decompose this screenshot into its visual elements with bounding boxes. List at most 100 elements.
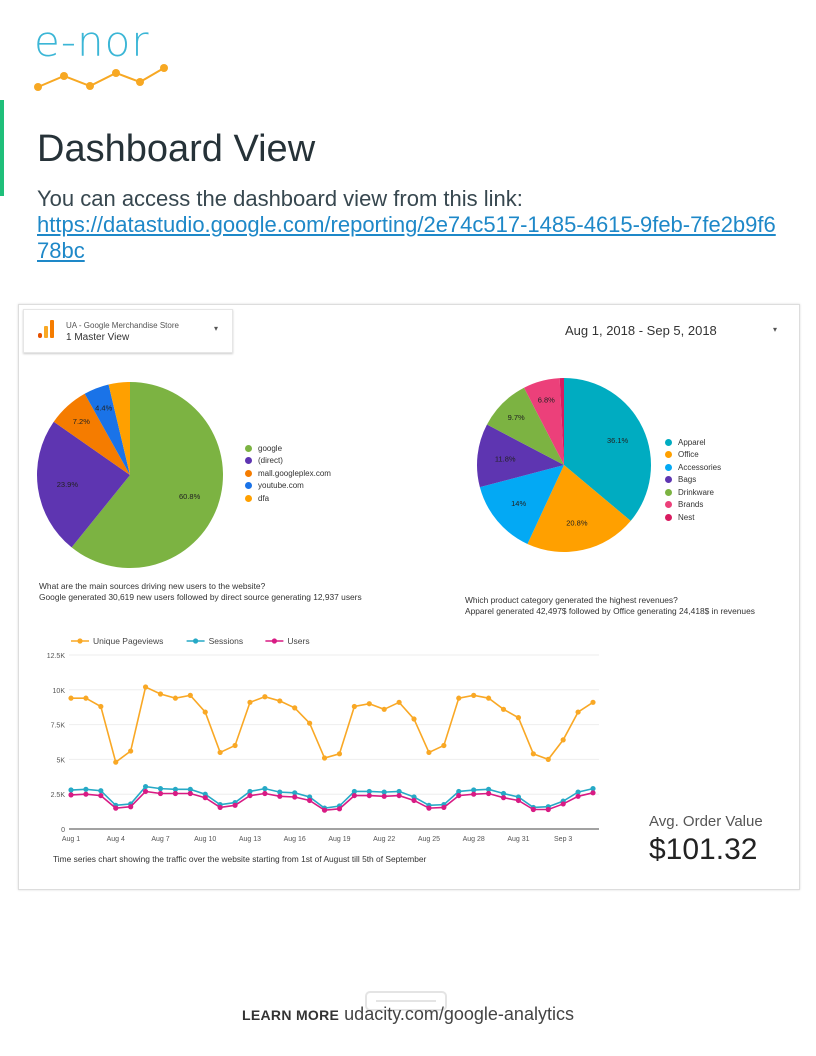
data-point <box>187 692 193 698</box>
data-point <box>68 792 74 798</box>
x-tick-label: Aug 10 <box>194 836 216 843</box>
legend-swatch <box>245 482 252 490</box>
learn-more-footer: LEARN MORE udacity.com/google-analytics <box>0 1004 816 1025</box>
legend-label: Users <box>287 636 309 646</box>
account-property: UA - Google Merchandise Store <box>66 321 179 330</box>
date-range-selector[interactable]: Aug 1, 2018 - Sep 5, 2018 <box>565 323 717 338</box>
x-tick-label: Aug 16 <box>284 836 306 843</box>
category-question: Which product category generated the hig… <box>465 595 678 605</box>
data-point <box>575 793 581 799</box>
intro-text: You can access the dashboard view from t… <box>37 186 787 264</box>
dashboard-screenshot: UA - Google Merchandise Store 1 Master V… <box>18 304 800 890</box>
category-slice-label: 14% <box>511 499 526 508</box>
data-point <box>500 706 507 712</box>
data-point <box>336 806 343 812</box>
data-point <box>113 759 119 765</box>
data-point <box>262 786 268 792</box>
legend-label: (direct) <box>258 456 283 466</box>
data-point <box>142 783 149 790</box>
data-point <box>68 695 74 701</box>
account-view: 1 Master View <box>66 332 130 343</box>
data-point <box>142 684 149 690</box>
watermark-logo <box>365 991 447 1011</box>
data-point <box>292 790 298 796</box>
data-point <box>560 737 566 743</box>
data-point <box>456 788 462 795</box>
legend-swatch <box>665 463 672 471</box>
legend-item: Accessories <box>665 461 721 474</box>
data-point <box>396 788 402 795</box>
legend-label: Bags <box>678 475 697 485</box>
data-point <box>202 795 208 801</box>
category-slice-label: 36.1% <box>607 436 629 445</box>
data-point <box>157 691 164 697</box>
data-point <box>590 790 596 796</box>
data-point <box>426 749 432 756</box>
data-point <box>500 795 507 801</box>
kpi-value: $101.32 <box>649 833 758 866</box>
x-tick-label: Aug 1 <box>62 836 80 843</box>
dashboard-charts: 60.8% 23.9% 7.2% 4.4% 36.1% 20.8% 14% 11.8% 9.7%… <box>36 378 652 843</box>
data-point <box>545 806 551 813</box>
data-point <box>441 804 447 811</box>
data-point <box>471 791 477 797</box>
data-point <box>515 715 522 721</box>
y-tick-label: 7.5K <box>51 723 66 730</box>
legend-label: Unique Pageviews <box>93 636 163 646</box>
account-selector[interactable]: UA - Google Merchandise Store 1 Master V… <box>23 309 233 353</box>
data-point <box>590 786 596 792</box>
category-slice-label: 11.8% <box>495 454 516 463</box>
dashboard-link[interactable]: https://datastudio.google.com/reporting/… <box>37 212 776 263</box>
learn-more-label: LEARN MORE <box>242 1007 340 1023</box>
data-point <box>530 751 536 757</box>
data-point <box>292 794 298 800</box>
data-point <box>351 788 357 795</box>
legend-label: mall.googleplex.com <box>258 468 331 478</box>
category-caption: Which product category generated the hig… <box>465 595 755 617</box>
sources-caption: What are the main sources driving new us… <box>39 581 362 603</box>
data-point <box>292 705 298 711</box>
data-point <box>486 790 492 797</box>
data-point <box>232 742 238 749</box>
sources-slice-label: 60.8% <box>179 492 201 501</box>
legend-marker <box>77 638 83 644</box>
data-point <box>366 701 372 707</box>
data-point <box>247 699 253 705</box>
category-slice <box>559 378 564 465</box>
x-tick-label: Aug 25 <box>418 836 440 843</box>
legend-label: Brands <box>678 500 704 510</box>
data-point <box>98 788 104 794</box>
data-point <box>336 751 343 757</box>
data-point <box>83 695 89 701</box>
data-point <box>128 804 134 810</box>
legend-label: dfa <box>258 493 270 503</box>
legend-item: (direct) <box>245 455 331 468</box>
legend-label: Sessions <box>209 636 244 646</box>
legend-label: Office <box>678 450 699 460</box>
learn-more-url[interactable]: udacity.com/google-analytics <box>344 1004 574 1024</box>
data-point <box>83 786 89 792</box>
legend-swatch <box>245 457 252 465</box>
data-point <box>262 694 268 700</box>
data-point <box>441 742 447 749</box>
legend-marker <box>271 638 277 644</box>
data-point <box>277 789 283 795</box>
sources-slice <box>71 382 224 568</box>
data-point <box>396 792 402 799</box>
data-point <box>411 716 417 722</box>
x-tick-label: Aug 4 <box>107 836 125 843</box>
data-point <box>426 805 432 811</box>
data-point <box>321 807 328 813</box>
chevron-down-icon[interactable]: ▾ <box>773 325 778 334</box>
analytics-icon <box>38 320 54 338</box>
logo-dots-line <box>34 64 168 91</box>
data-point <box>530 806 536 813</box>
legend-label: youtube.com <box>258 481 304 491</box>
sources-slice <box>84 384 130 475</box>
data-point <box>172 695 178 701</box>
legend-item: youtube.com <box>245 480 331 493</box>
data-point <box>247 792 253 799</box>
data-point <box>217 749 223 756</box>
data-point <box>560 801 566 807</box>
legend-label: Nest <box>678 512 695 522</box>
